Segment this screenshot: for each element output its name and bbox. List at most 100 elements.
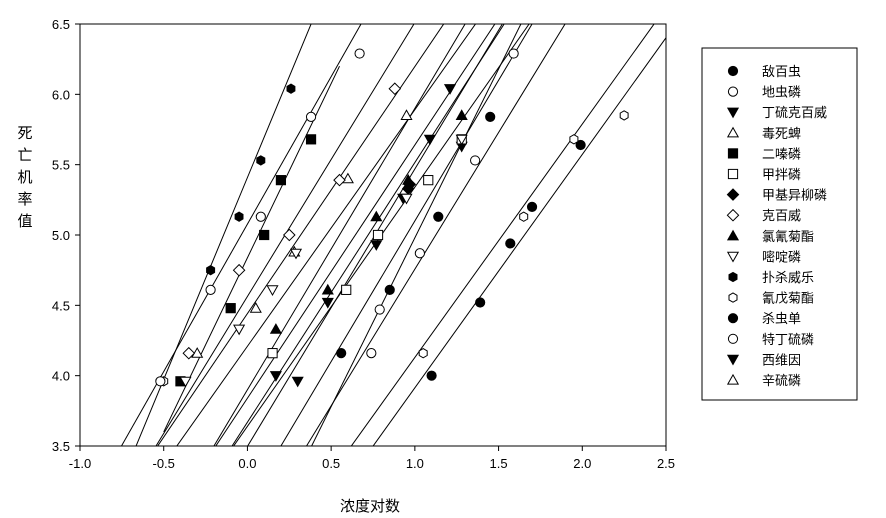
- data-point: [370, 240, 383, 251]
- data-point: [372, 229, 384, 241]
- regression-line: [120, 24, 362, 446]
- y-tick-label: 4.0: [52, 369, 70, 384]
- regression-line: [213, 24, 466, 446]
- legend-frame: [701, 47, 858, 401]
- regression-line: [215, 24, 496, 446]
- y-tick-label: 5.0: [52, 228, 70, 243]
- data-point: [374, 304, 385, 315]
- data-point: [256, 155, 266, 166]
- legend-label: 毒死蜱: [762, 126, 801, 142]
- y-tick-label: 5.5: [52, 158, 70, 173]
- data-point: [321, 283, 334, 295]
- legend-label: 杀虫单: [762, 312, 801, 327]
- y-tick-label: 6.5: [52, 17, 70, 32]
- x-tick-label: 2.0: [573, 456, 591, 471]
- legend-label: 克百威: [762, 209, 801, 224]
- data-point: [526, 201, 538, 212]
- data-point: [333, 173, 346, 187]
- data-point: [225, 303, 236, 314]
- x-tick-label: 0.0: [238, 456, 256, 471]
- data-point: [366, 348, 377, 359]
- y-tick-label: 3.5: [52, 439, 70, 454]
- regression-line: [135, 24, 312, 446]
- data-point: [619, 110, 629, 121]
- regression-line: [157, 24, 445, 446]
- legend-label: 扑杀威乐: [762, 271, 814, 286]
- data-point: [282, 228, 296, 242]
- y-tick-label: 4.5: [52, 298, 70, 313]
- legend-label: 特丁硫磷: [762, 333, 814, 348]
- data-point: [475, 297, 486, 308]
- y-axis-label-char: 机: [17, 168, 32, 186]
- legend-label: 地虫磷: [762, 86, 801, 101]
- legend-marker: [727, 148, 739, 159]
- data-point: [269, 371, 282, 382]
- data-point: [455, 109, 468, 120]
- y-axis-label-char: 死: [17, 124, 32, 142]
- data-point: [519, 211, 529, 222]
- x-tick-label: -0.5: [153, 456, 175, 471]
- regression-line: [305, 24, 566, 446]
- legend-label: 西维因: [762, 353, 801, 368]
- data-point: [205, 284, 216, 295]
- x-tick-label: 2.5: [657, 456, 675, 471]
- data-point: [275, 175, 287, 186]
- data-point: [286, 83, 296, 94]
- data-point: [232, 263, 246, 277]
- data-point: [305, 111, 317, 122]
- y-axis-label-char: 率: [17, 190, 32, 208]
- data-point: [575, 139, 586, 151]
- data-point: [388, 82, 402, 96]
- legend-marker: [726, 354, 740, 366]
- data-point: [255, 211, 266, 222]
- y-axis-label-char: 值: [17, 212, 32, 230]
- regression-line: [350, 24, 655, 446]
- data-point: [400, 109, 413, 120]
- y-axis-ticks: 3.5 4.0 4.5 5.0 5.5 6.0 6.5: [52, 17, 80, 454]
- legend-marker: [727, 333, 739, 344]
- legend-marker: [726, 107, 740, 119]
- data-point: [423, 134, 436, 146]
- x-tick-label: -1.0: [69, 456, 91, 471]
- data-point: [336, 348, 347, 359]
- legend-label: 氰戊菊酯: [762, 291, 814, 307]
- data-point: [402, 173, 415, 185]
- legend: 敌百虫地虫磷丁硫克百威毒死蜱二嗪磷甲拌磷甲基异柳磷克百威氯氰菊酯嘧啶磷扑杀威乐氰…: [726, 65, 827, 389]
- y-axis-label-char: 亡: [17, 146, 32, 164]
- legend-label: 嘧啶磷: [762, 250, 801, 265]
- data-point: [234, 211, 244, 222]
- regression-line: [372, 36, 666, 446]
- data-point: [505, 238, 516, 249]
- data-point: [433, 211, 444, 222]
- legend-label: 辛硫磷: [762, 374, 801, 389]
- legend-label: 氯氰菊酯: [762, 229, 814, 245]
- legend-marker: [727, 313, 739, 324]
- legend-label: 甲拌磷: [762, 168, 801, 183]
- legend-marker: [726, 126, 740, 138]
- regression-line: [176, 24, 477, 446]
- data-point: [249, 301, 262, 313]
- data-point: [179, 376, 192, 388]
- data-point: [155, 376, 166, 387]
- data-point: [508, 48, 519, 59]
- x-axis-ticks: -1.0 -0.5 0.0 0.5 1.0 1.5 2.0 2.5: [69, 446, 675, 471]
- legend-label: 甲基异柳磷: [762, 189, 827, 204]
- legend-marker: [726, 251, 740, 263]
- x-axis-label: 浓度对数: [340, 497, 400, 515]
- data-point: [321, 297, 334, 309]
- data-point: [269, 323, 282, 334]
- data-point: [400, 193, 413, 205]
- data-point: [206, 265, 216, 276]
- regression-line: [163, 65, 340, 433]
- data-point: [414, 248, 425, 259]
- data-point: [233, 324, 246, 336]
- data-point: [384, 284, 395, 295]
- data-point: [305, 134, 317, 145]
- regression-lines: [120, 24, 666, 446]
- regression-line: [311, 24, 522, 446]
- data-point: [423, 175, 434, 186]
- data-point: [443, 84, 457, 95]
- legend-marker: [727, 168, 739, 180]
- legend-marker: [727, 65, 739, 77]
